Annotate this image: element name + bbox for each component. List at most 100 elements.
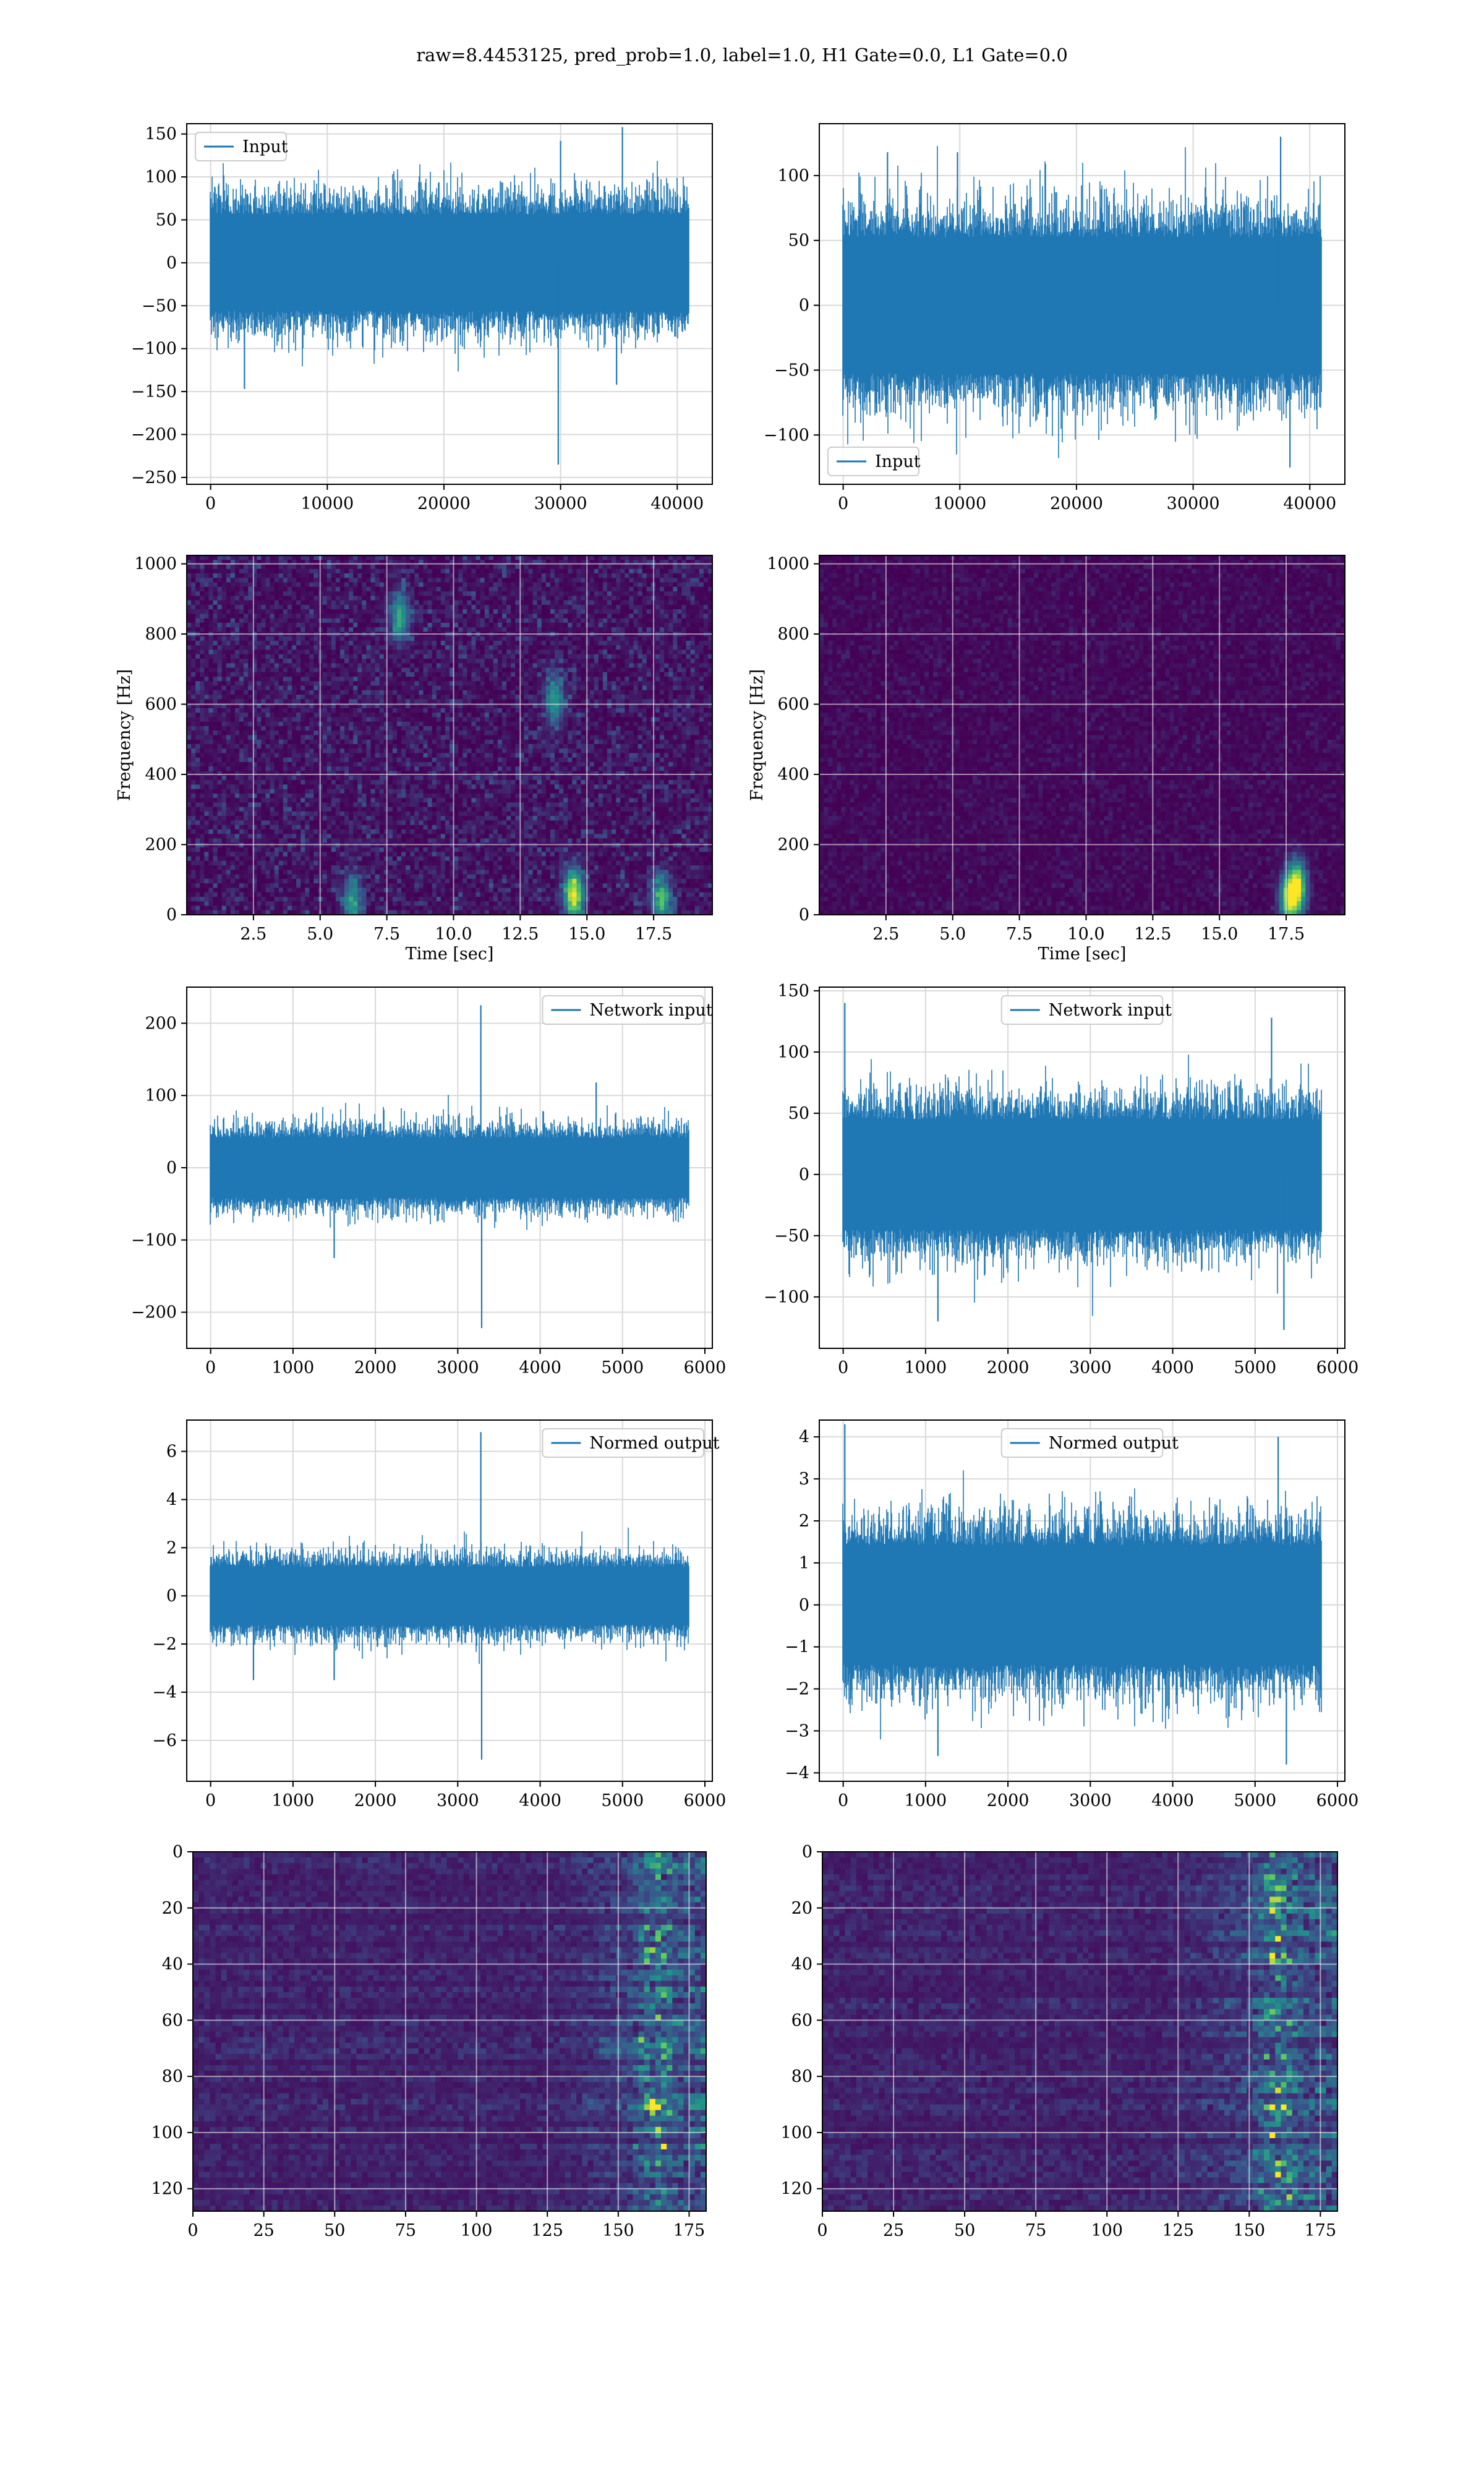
spec_h1-cell	[187, 852, 192, 857]
spec_h1-cell	[195, 821, 200, 826]
spec_h1-cell	[366, 839, 371, 844]
spec_h1-cell	[437, 609, 441, 614]
spec_h1-cell	[222, 699, 227, 704]
spec_h1-cell	[397, 897, 402, 902]
spec_h1-cell	[406, 735, 411, 740]
spec_h1-cell	[375, 821, 380, 826]
spec_h1-cell	[344, 618, 349, 623]
spec_h1-cell	[296, 875, 301, 880]
spec_h1-cell	[257, 748, 262, 753]
spec_h1-cell	[323, 821, 328, 826]
spec_h1-cell	[380, 601, 385, 606]
spec_h1-cell	[195, 906, 200, 911]
spec_h1-cell	[414, 735, 419, 740]
spec_h1-cell	[432, 565, 437, 570]
spec_h1-cell	[454, 636, 459, 641]
spec_h1-cell	[292, 857, 297, 862]
spec_h1-cell	[200, 713, 205, 717]
spec_h1-cell	[244, 766, 249, 771]
spec_h1-cell	[283, 798, 288, 803]
spec_h1-cell	[301, 695, 305, 700]
spec_h1-cell	[353, 708, 358, 713]
spec_h1-cell	[340, 870, 345, 875]
spec_h1-cell	[393, 565, 398, 570]
spec_h1-cell	[261, 784, 266, 789]
spec_h1-cell	[375, 677, 380, 682]
spec_h1-cell	[261, 798, 266, 803]
spec_h1-cell	[292, 623, 297, 628]
spec_h1-cell	[309, 569, 314, 574]
spec_h1-cell	[340, 839, 345, 844]
spec_h1-cell	[208, 690, 213, 695]
spec_h1-cell	[301, 717, 305, 722]
spec_h1-cell	[288, 614, 292, 618]
spec_h1-cell	[191, 906, 196, 911]
spec_h1-cell	[226, 672, 231, 677]
spec_h1-cell	[204, 821, 209, 826]
spec_h1-cell	[309, 807, 314, 812]
spec_h1-cell	[279, 569, 284, 574]
spec_h1-cell	[344, 654, 349, 659]
spec_h1-cell	[344, 802, 349, 807]
spec_h1-cell	[340, 735, 345, 740]
spec_h1-cell	[301, 654, 305, 659]
spec_h1-cell	[371, 591, 376, 596]
spec_h1-cell	[323, 865, 328, 870]
spec_h1-cell	[204, 825, 209, 830]
spec_h1-cell	[200, 583, 205, 588]
spec_h1-cell	[353, 888, 358, 892]
spec_h1-cell	[419, 883, 424, 888]
spec_h1-cell	[454, 596, 459, 601]
spec_h1-cell	[353, 829, 358, 834]
spec_h1-cell	[288, 784, 292, 789]
spec_h1-cell	[432, 654, 437, 659]
spec_h1-cell	[336, 591, 341, 596]
spec_h1-cell	[336, 587, 341, 592]
spec_h1-cell	[296, 807, 301, 812]
spec_h1-cell	[244, 578, 249, 583]
spec_h1-cell	[244, 569, 249, 574]
spec_h1-cell	[305, 865, 310, 870]
spec_h1-cell	[261, 618, 266, 623]
spec_h1-cell	[445, 857, 450, 862]
spec_h1-cell	[375, 583, 380, 588]
spec_h1-cell	[305, 897, 310, 902]
spec_h1-cell	[327, 829, 332, 834]
spec_h1-cell	[371, 699, 376, 704]
spec_h1-cell	[393, 681, 398, 686]
spec_h1-cell	[204, 645, 209, 650]
spec_h1-cell	[187, 681, 192, 686]
spec_h1-cell	[375, 794, 380, 798]
spec_h1-cell	[218, 906, 223, 911]
spec_h1-cell	[239, 609, 244, 614]
spec_h1-cell	[388, 614, 393, 618]
spec_h1-cell	[231, 906, 236, 911]
spec_h1-cell	[441, 641, 446, 646]
spec_h1-cell	[239, 879, 244, 884]
spec_h1-cell	[283, 627, 288, 632]
spec_h1-cell	[239, 659, 244, 664]
spec_h1-cell	[445, 892, 450, 897]
spec_h1-cell	[187, 883, 192, 888]
spec_h1-cell	[288, 758, 292, 763]
spec_h1-cell	[208, 596, 213, 601]
spec_h1-cell	[353, 681, 358, 686]
spec_h1-cell	[195, 713, 200, 717]
spec_h1-cell	[323, 722, 328, 727]
spec_h1-cell	[288, 627, 292, 632]
spec_h1-cell	[204, 784, 209, 789]
spec_h1-cell	[305, 870, 310, 875]
spec_h1-cell	[410, 789, 415, 794]
spec_h1-cell	[344, 645, 349, 650]
spec_h1-cell	[362, 677, 367, 682]
spec_h1-cell	[305, 654, 310, 659]
spec_h1-cell	[248, 843, 253, 848]
spec_h1-cell	[366, 645, 371, 650]
spec_h1-cell	[195, 609, 200, 614]
spec_h1-cell	[266, 816, 271, 821]
spec_h1-cell	[218, 601, 223, 606]
spec_h1-cell	[397, 821, 402, 826]
spec_h1-cell	[357, 852, 362, 857]
spec_h1-cell	[266, 735, 271, 740]
spec_h1-cell	[441, 780, 446, 785]
